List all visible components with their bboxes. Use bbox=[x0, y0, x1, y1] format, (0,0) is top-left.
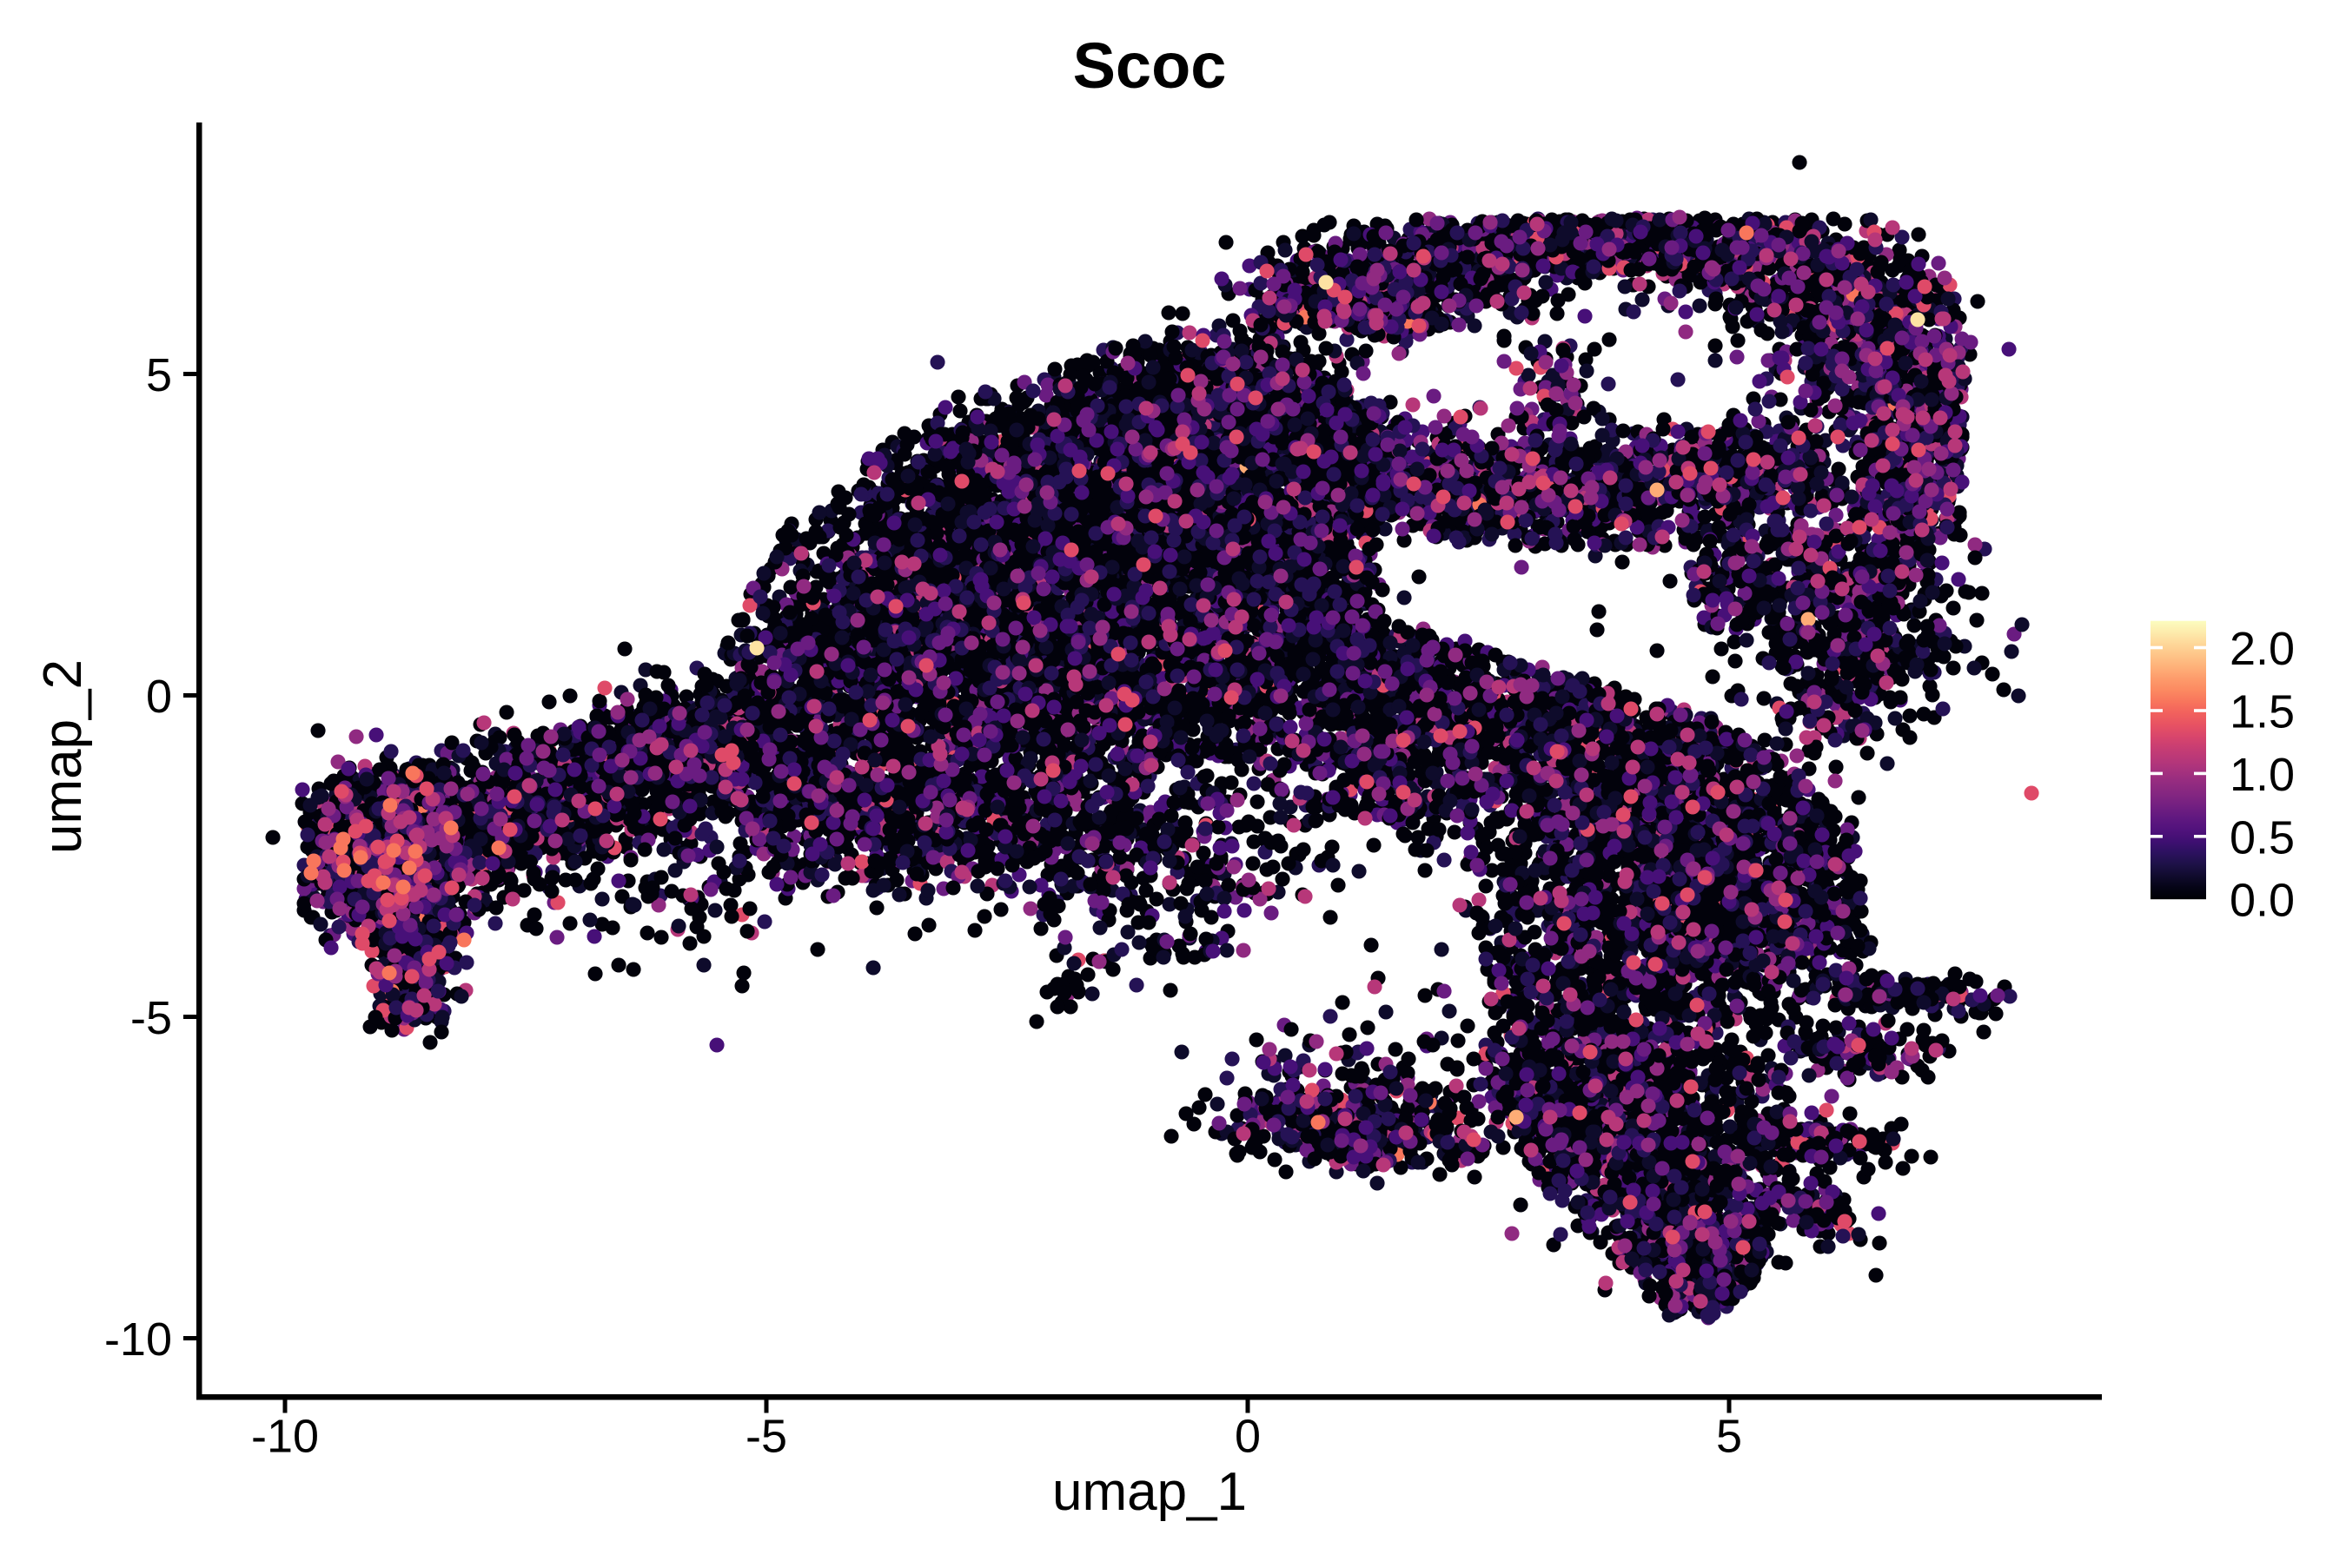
svg-text:umap_1: umap_1 bbox=[1052, 1462, 1247, 1522]
svg-text:-10: -10 bbox=[251, 1411, 319, 1463]
svg-text:Scoc: Scoc bbox=[1073, 30, 1227, 102]
svg-text:5: 5 bbox=[146, 349, 172, 401]
svg-text:0.5: 0.5 bbox=[2230, 811, 2295, 863]
svg-text:0: 0 bbox=[1235, 1411, 1261, 1463]
svg-text:5: 5 bbox=[1716, 1411, 1742, 1463]
svg-text:0.0: 0.0 bbox=[2230, 875, 2295, 927]
svg-text:1.5: 1.5 bbox=[2230, 686, 2295, 738]
svg-text:-10: -10 bbox=[104, 1313, 172, 1366]
svg-text:2.0: 2.0 bbox=[2230, 623, 2295, 675]
svg-text:umap_2: umap_2 bbox=[33, 659, 93, 854]
svg-text:1.0: 1.0 bbox=[2230, 749, 2295, 801]
svg-text:-5: -5 bbox=[130, 992, 172, 1044]
svg-text:-5: -5 bbox=[746, 1411, 787, 1463]
svg-text:0: 0 bbox=[146, 671, 172, 723]
